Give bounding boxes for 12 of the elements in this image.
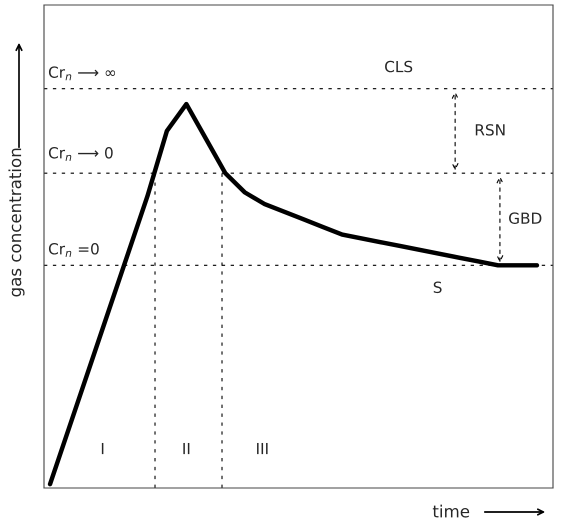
annotation: Cr$_{n}$ ⟶ 0 xyxy=(48,147,113,161)
annotation: Cr$_{n}$ =0 xyxy=(48,243,99,257)
annotation: RSN xyxy=(476,124,505,136)
annotation: I xyxy=(102,442,104,454)
y-axis-title: gas concentration xyxy=(8,148,25,297)
annotation: II xyxy=(183,442,190,454)
annotation: III xyxy=(257,442,268,454)
x-axis-title: time xyxy=(432,504,470,518)
ref-line-label: S xyxy=(434,282,442,294)
text: Cr$_{n}$ ⟶ ∞ xyxy=(48,66,116,80)
ref-line-label: CLS xyxy=(385,60,412,72)
annotation: GBD xyxy=(509,212,542,224)
